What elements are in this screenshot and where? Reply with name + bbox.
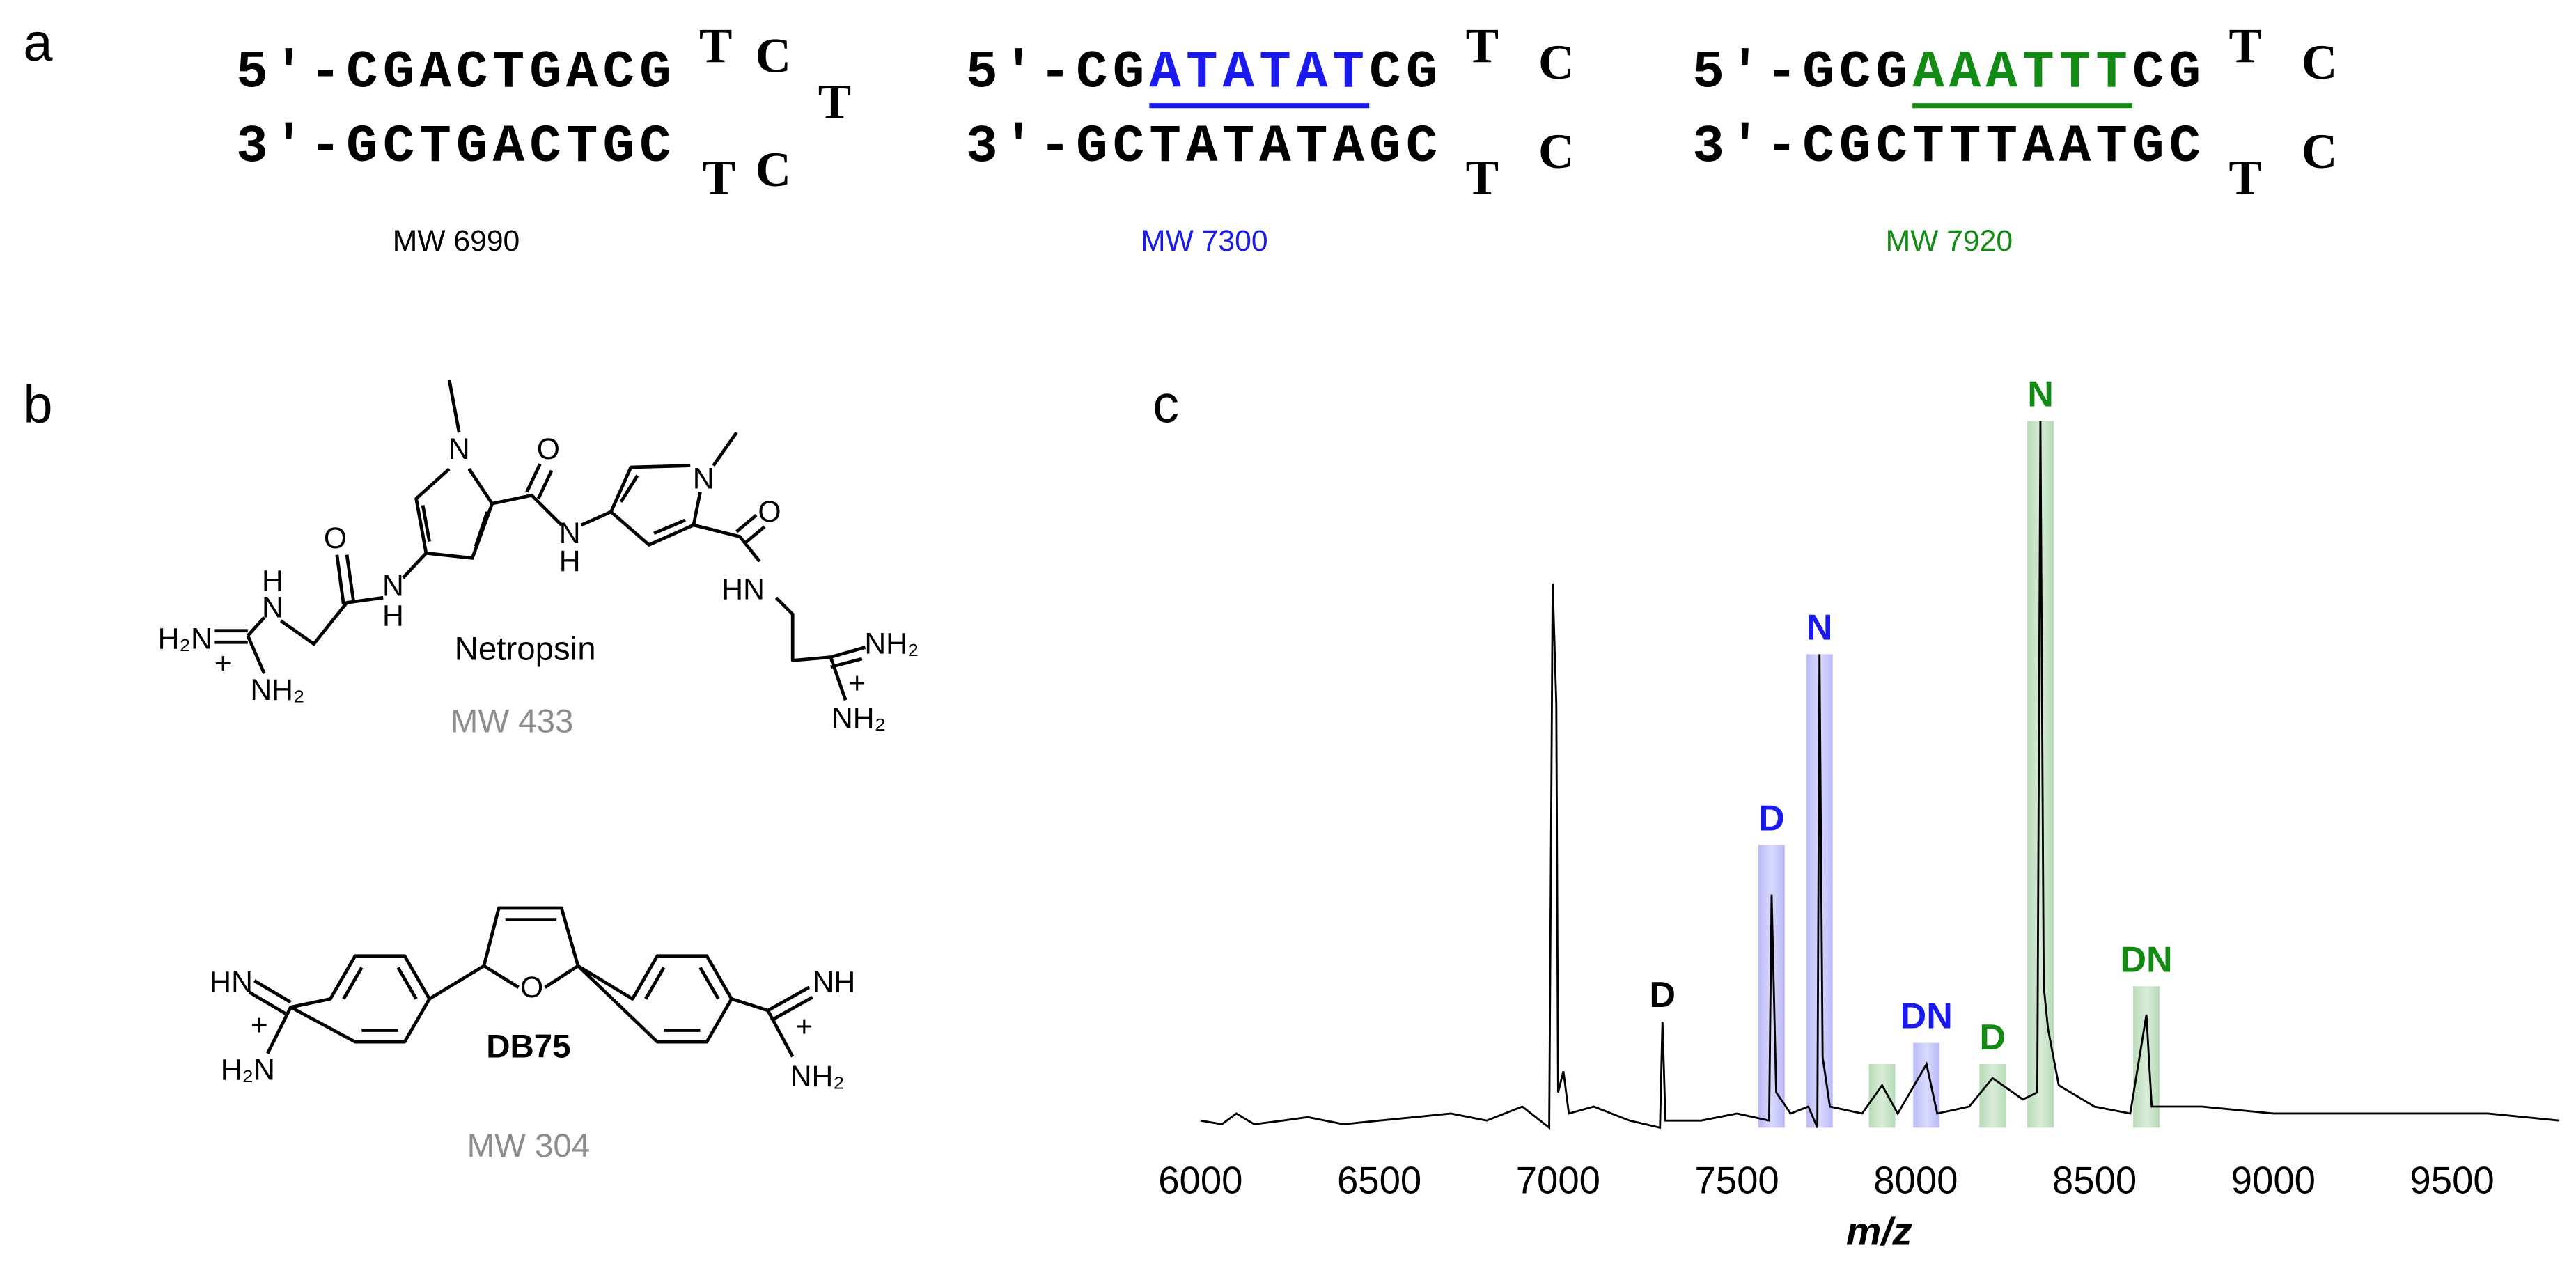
sequence-top: 5′-CGATATATCG	[966, 42, 1442, 102]
loop-base: C	[1538, 125, 1574, 179]
atom-label: NH₂	[832, 701, 886, 735]
atom-label: N	[262, 591, 283, 625]
sequence-segment: 5′-GCG	[1692, 42, 1912, 102]
peak-label: N	[1806, 608, 1833, 648]
sequence-segment: AAATTT	[1912, 42, 2132, 102]
panel-label: c	[1153, 375, 1179, 434]
x-tick-label: 9500	[2410, 1159, 2494, 1202]
atom-label: O	[520, 971, 543, 1004]
loop-base: T	[2229, 19, 2262, 73]
spectrum-trace	[1200, 421, 2560, 1130]
sequence-segment: ATATAT	[1149, 42, 1369, 102]
x-tick-label: 8000	[1873, 1159, 1958, 1202]
x-tick-label: 7000	[1516, 1159, 1600, 1202]
atom-label: N	[693, 462, 715, 496]
atom-label: +	[795, 1010, 813, 1044]
atom-label: NH₂	[864, 627, 919, 661]
sequence-segment: 5′-CGACTGACG	[236, 42, 676, 102]
atom-label: N	[448, 432, 470, 466]
atom-label: O	[758, 495, 781, 529]
bond	[214, 379, 866, 701]
compound-name: DB75	[486, 1029, 570, 1065]
sequence-top: 5′-GCGAAATTTCG	[1692, 42, 2206, 102]
atom-label: O	[537, 432, 560, 466]
molecular-weight: MW 7920	[1886, 224, 2013, 258]
peak-label: DN	[2120, 939, 2172, 980]
atom-label: H	[382, 599, 404, 632]
loop-base: T	[1466, 19, 1499, 73]
sequence-segment: CG	[1369, 42, 1442, 102]
atom-label: HN	[210, 966, 253, 999]
atom-label: NH₂	[790, 1060, 845, 1093]
atom-label: +	[848, 667, 866, 701]
molecular-weight: MW 7300	[1141, 224, 1268, 258]
molecular-weight: MW 6990	[393, 224, 520, 258]
sequence-bottom: 3′-GCTGACTGC	[236, 117, 676, 177]
peak-label: D	[1979, 1017, 2006, 1058]
x-tick-label: 8500	[2052, 1159, 2137, 1202]
x-tick-label: 9000	[2231, 1159, 2316, 1202]
db75-structure: HN + H₂N O NH + NH₂ DB75 MW 304	[210, 906, 856, 1164]
sequence-top: 5′-CGACTGACG	[236, 42, 676, 102]
molecular-weight: MW 304	[467, 1127, 591, 1164]
highlight-sheen	[1868, 1064, 1896, 1128]
peak-label: D	[1758, 799, 1785, 839]
bond	[248, 906, 813, 1058]
atom-label: NH	[813, 966, 856, 999]
loop-base: T	[2229, 151, 2262, 205]
sequence-bottom: 3′-GCTATATAGC	[966, 117, 1442, 177]
highlight-sheen	[1979, 1064, 2006, 1128]
sequence-segment: CG	[2132, 42, 2206, 102]
highlight-sheen	[1913, 1042, 1940, 1128]
compound-name: Netropsin	[455, 630, 596, 667]
atom-label: H₂N	[221, 1053, 275, 1086]
atom-label: H	[262, 565, 283, 598]
sequence-segment: 5′-CG	[966, 42, 1149, 102]
atom-label: N	[559, 517, 581, 550]
loop-base: T	[703, 151, 735, 205]
loop-base: C	[756, 143, 791, 197]
panel-label: b	[23, 375, 52, 434]
netropsin-structure: H₂N + NH₂ H N O N H N O N H N O HN NH₂ +…	[158, 379, 919, 740]
sequence-bottom: 3′-CGCTTTAATGC	[1692, 117, 2206, 177]
molecular-weight: MW 433	[451, 703, 574, 740]
loop-base: T	[1466, 151, 1499, 205]
x-tick-label: 7500	[1694, 1159, 1779, 1202]
peak-label: N	[2027, 375, 2054, 415]
atom-label: HN	[721, 572, 765, 606]
panel-label: a	[23, 13, 53, 72]
loop-base: C	[2302, 36, 2337, 90]
loop-base: T	[818, 75, 851, 130]
atom-label: N	[382, 570, 404, 603]
peak-label: DN	[1900, 997, 1953, 1037]
peak-label: D	[1649, 975, 1676, 1015]
loop-base: C	[2302, 125, 2337, 179]
atom-label: O	[324, 522, 347, 555]
x-tick-label: 6000	[1158, 1159, 1242, 1202]
atom-label: H	[559, 545, 581, 578]
atom-label: H₂N	[158, 623, 212, 656]
x-axis-label: m/z	[1846, 1210, 1912, 1254]
loop-base: C	[756, 29, 791, 84]
highlight-sheen	[2133, 986, 2160, 1128]
atom-label: NH₂	[250, 673, 304, 707]
loop-base: T	[699, 19, 732, 73]
atom-label: +	[251, 1008, 268, 1042]
loop-base: C	[1538, 36, 1574, 90]
atom-label: +	[214, 647, 232, 680]
x-tick-label: 6500	[1337, 1159, 1421, 1202]
